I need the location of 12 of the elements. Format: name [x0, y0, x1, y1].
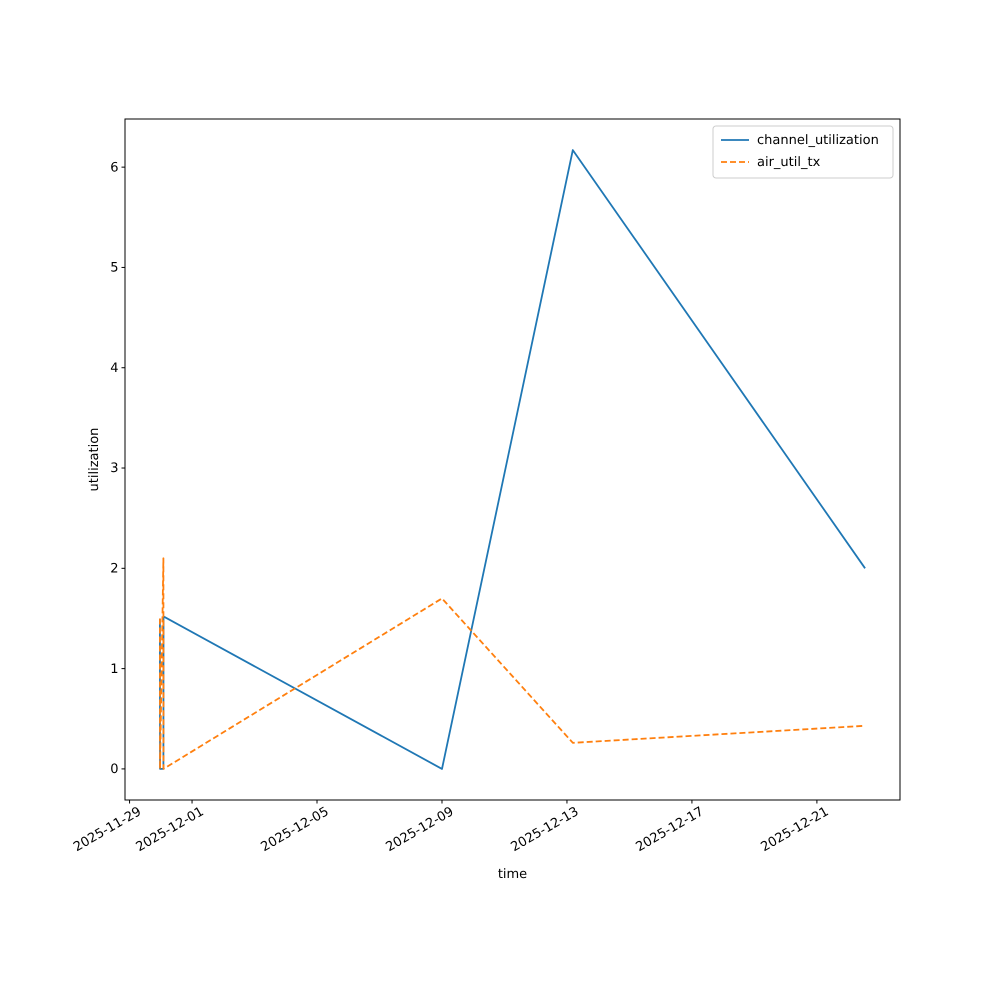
- y-tick-label: 1: [110, 662, 118, 677]
- x-axis-title: time: [498, 867, 528, 882]
- y-tick-label: 2: [110, 561, 118, 576]
- line-series: [159, 149, 866, 770]
- y-tick-label: 5: [110, 260, 118, 276]
- y-axis-title: utilization: [87, 428, 102, 492]
- y-tick-label: 3: [110, 461, 118, 476]
- y-tick-label: 6: [110, 160, 118, 176]
- y-tick-label: 4: [110, 360, 118, 376]
- legend-label: air_util_tx: [757, 155, 821, 170]
- legend-label: channel_utilization: [757, 133, 879, 148]
- y-tick-label: 0: [110, 762, 118, 778]
